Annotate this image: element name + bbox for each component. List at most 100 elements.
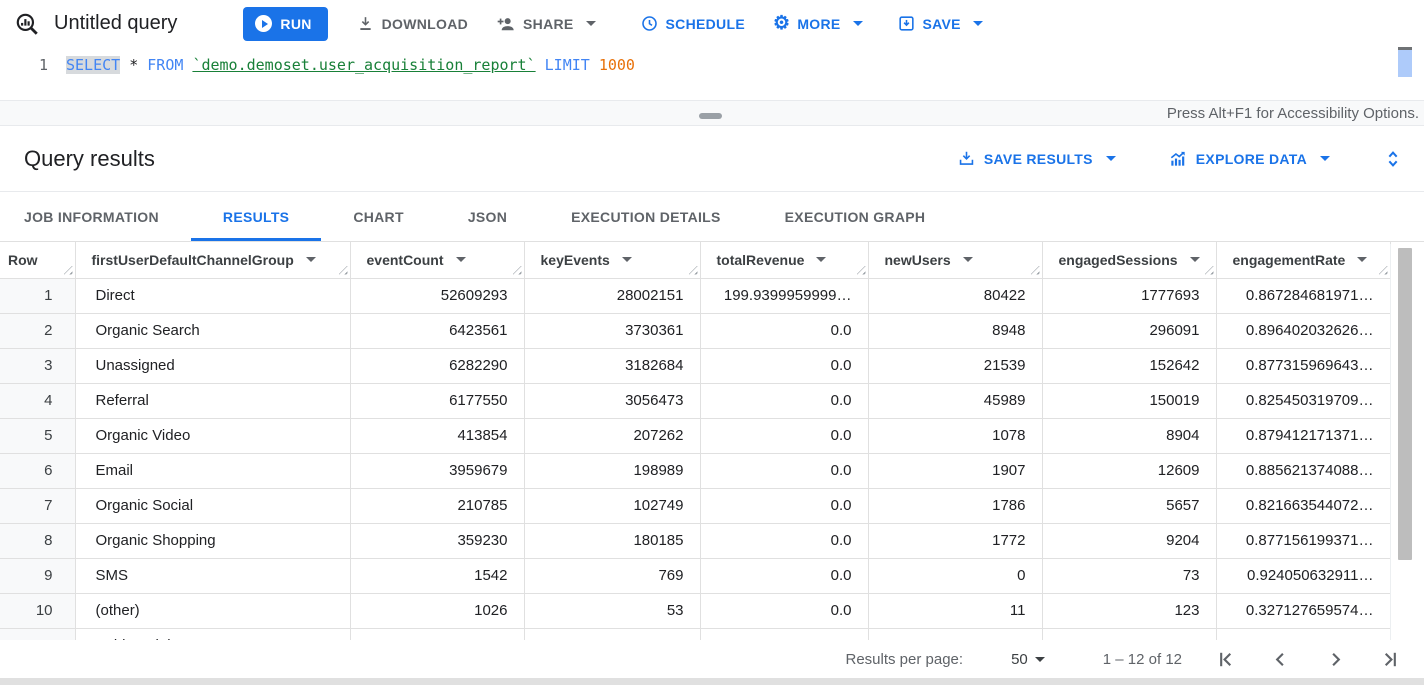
table-cell: 0 <box>868 628 1043 640</box>
first-page-button[interactable] <box>1214 648 1237 671</box>
next-page-button[interactable] <box>1324 648 1347 671</box>
table-vertical-scrollbar[interactable] <box>1390 244 1424 640</box>
editor-results-splitter: Press Alt+F1 for Accessibility Options. <box>0 100 1424 126</box>
splitter-drag-handle[interactable] <box>699 113 722 119</box>
table-cell: Referral <box>75 383 351 419</box>
table-cell: 769 <box>524 558 701 594</box>
column-resize-handle[interactable] <box>338 265 348 275</box>
table-row: 2 Organic Search 6423561 3730361 0.0 8948 2960… <box>0 313 1391 349</box>
table-cell: 9204 <box>1042 523 1217 559</box>
column-header-eventCount[interactable]: eventCount <box>350 242 525 279</box>
column-menu-icon[interactable] <box>305 257 316 263</box>
results-pagination-bar: Results per page: 50 1 – 12 of 12 <box>0 640 1424 678</box>
column-header-keyEvents[interactable]: keyEvents <box>524 242 701 279</box>
tab-execution-details[interactable]: EXECUTION DETAILS <box>571 208 721 225</box>
table-cell: 53 <box>524 593 701 629</box>
tab-results[interactable]: RESULTS <box>190 192 322 241</box>
sql-token-table[interactable]: `demo.demoset.user_acquisition_report` <box>192 56 536 74</box>
table-cell: 0.877156199371… <box>1216 523 1391 559</box>
save-button[interactable]: SAVE <box>897 6 983 42</box>
column-resize-handle[interactable] <box>1204 265 1214 275</box>
tab-job-information[interactable]: JOB INFORMATION <box>24 208 159 225</box>
download-icon <box>359 17 371 30</box>
horizontal-scrollbar[interactable] <box>0 678 1424 685</box>
column-resize-handle[interactable] <box>688 265 698 275</box>
column-header-engagedSessions[interactable]: engagedSessions <box>1042 242 1217 279</box>
column-menu-icon[interactable] <box>455 257 466 263</box>
row-number-cell: 9 <box>0 558 76 594</box>
table-cell: 413854 <box>350 418 525 454</box>
collapse-results-button[interactable] <box>1382 148 1404 170</box>
column-resize-handle[interactable] <box>1378 265 1388 275</box>
table-row: 4 Referral 6177550 3056473 0.0 45989 150019 0.8… <box>0 383 1391 419</box>
row-number-cell: 1 <box>0 278 76 314</box>
table-cell: 0.0 <box>700 523 869 559</box>
row-number-cell: 3 <box>0 348 76 384</box>
run-button[interactable]: RUN <box>243 6 328 41</box>
table-cell: 494 <box>524 628 701 640</box>
column-resize-handle[interactable] <box>63 265 73 275</box>
table-cell: 0.0 <box>700 418 869 454</box>
table-cell: 0 <box>868 558 1043 594</box>
table-cell: 3182684 <box>524 348 701 384</box>
chevron-left-icon <box>1275 652 1284 666</box>
table-cell: 73 <box>1042 558 1217 594</box>
sql-token-num: 1000 <box>598 56 635 74</box>
clock-icon <box>641 16 657 31</box>
row-number-cell: 11 <box>0 628 76 640</box>
column-menu-icon[interactable] <box>816 257 827 263</box>
table-cell: 0.0 <box>700 558 869 594</box>
more-button[interactable]: ⚙ MORE <box>773 6 863 42</box>
chevron-down-icon <box>852 21 863 26</box>
person-add-icon <box>497 17 514 30</box>
query-title: Untitled query <box>54 12 178 34</box>
row-number-cell: 4 <box>0 383 76 419</box>
column-header-newUsers[interactable]: newUsers <box>868 242 1043 279</box>
column-menu-icon[interactable] <box>962 257 973 263</box>
save-results-button[interactable]: SAVE RESULTS <box>957 149 1116 168</box>
column-resize-handle[interactable] <box>856 265 866 275</box>
column-header-firstUserDefaultChannelGroup[interactable]: firstUserDefaultChannelGroup <box>75 242 351 279</box>
table-cell: 0.867284681971… <box>1216 278 1391 314</box>
scrollbar-thumb[interactable] <box>1398 248 1412 560</box>
column-menu-icon[interactable] <box>621 257 632 263</box>
column-header-engagementRate[interactable]: engagementRate <box>1216 242 1391 279</box>
schedule-button[interactable]: SCHEDULE <box>640 6 745 42</box>
share-button[interactable]: SHARE <box>496 6 596 42</box>
table-row: 10 (other) 1026 53 0.0 11 123 0.327127659574… <box>0 593 1391 629</box>
table-cell: 8948 <box>868 313 1043 349</box>
previous-page-button[interactable] <box>1269 648 1292 671</box>
sql-code-line[interactable]: SELECT * FROM `demo.demoset.user_acquisi… <box>66 56 635 74</box>
table-row: 5 Organic Video 413854 207262 0.0 1078 8904 0.8… <box>0 418 1391 454</box>
column-resize-handle[interactable] <box>1030 265 1040 275</box>
column-menu-icon[interactable] <box>1357 257 1368 263</box>
table-cell: 1542 <box>350 558 525 594</box>
page-size-select[interactable]: 50 <box>1011 651 1045 668</box>
explore-data-button[interactable]: EXPLORE DATA <box>1168 149 1330 169</box>
download-button[interactable]: DOWNLOAD <box>356 6 468 42</box>
table-cell: 0.885621374088… <box>1216 453 1391 489</box>
sql-editor[interactable]: 1 SELECT * FROM `demo.demoset.user_acqui… <box>0 47 1424 100</box>
tab-chart[interactable]: CHART <box>353 208 404 225</box>
table-cell: 0.877315969643… <box>1216 348 1391 384</box>
row-number-cell: 6 <box>0 453 76 489</box>
column-menu-icon[interactable] <box>1189 257 1200 263</box>
query-icon <box>14 11 40 37</box>
last-page-button[interactable] <box>1379 648 1402 671</box>
table-cell: 12609 <box>1042 453 1217 489</box>
tab-json[interactable]: JSON <box>467 208 508 225</box>
tab-execution-graph[interactable]: EXECUTION GRAPH <box>784 208 926 225</box>
column-resize-handle[interactable] <box>512 265 522 275</box>
results-tab-bar: JOB INFORMATION RESULTS CHART JSON EXECU… <box>0 192 1424 242</box>
editor-scrollbar[interactable] <box>1398 50 1412 77</box>
save-icon <box>898 16 914 31</box>
table-cell: Organic Video <box>75 418 351 454</box>
query-results-header: Query results SAVE RESULTS EXPLORE DATA <box>0 126 1424 192</box>
table-cell: 0.0 <box>700 383 869 419</box>
column-header-totalRevenue[interactable]: totalRevenue <box>700 242 869 279</box>
sql-token-plain <box>536 56 545 74</box>
table-cell: (other) <box>75 593 351 629</box>
table-cell: 0.896402032626… <box>1216 313 1391 349</box>
table-cell: Unassigned <box>75 348 351 384</box>
table-cell: 997 <box>350 628 525 640</box>
